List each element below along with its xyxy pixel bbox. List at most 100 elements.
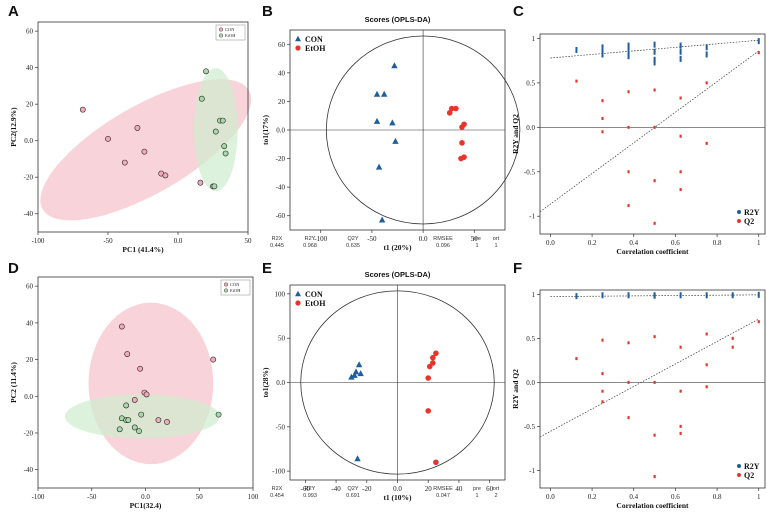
stats-header: ort	[493, 236, 500, 242]
data-point-con	[373, 117, 381, 124]
data-point-q2	[705, 141, 708, 145]
stats-header: R2Y	[305, 486, 316, 492]
y-axis-label: R2Y and Q2	[511, 369, 520, 409]
x-tick-label: 0.0	[174, 237, 183, 245]
x-tick-label: 0.8	[713, 239, 722, 247]
x-tick-label: 0.4	[629, 239, 638, 247]
data-point-q2	[731, 345, 734, 349]
data-point-q2	[627, 90, 630, 94]
data-point-q2	[653, 179, 656, 183]
data-point-etoh	[203, 68, 209, 75]
x-axis-label: PC1 (41.4%)	[122, 245, 164, 254]
y-tick-label: 0.5	[526, 335, 535, 343]
data-point-con	[389, 119, 396, 126]
data-point-etoh	[459, 140, 465, 146]
data-point-con	[355, 361, 363, 368]
data-point-etoh	[211, 183, 218, 190]
data-point-r2y	[575, 293, 578, 300]
x-tick-label: 50	[245, 237, 253, 245]
legend-marker-con	[218, 27, 223, 32]
x-tick-label: -100	[32, 493, 45, 501]
data-point-r2y	[705, 51, 708, 58]
data-point-con	[164, 419, 170, 425]
stats-header: R2X	[272, 486, 283, 492]
y-tick-label: 1	[532, 291, 536, 299]
legend-marker-r2y	[737, 210, 741, 214]
x-tick-label: -60	[301, 485, 311, 493]
data-point-q2	[679, 431, 682, 435]
data-point-q2	[679, 134, 682, 138]
y-tick-label: 0.0	[526, 124, 535, 132]
legend-marker-con	[295, 290, 301, 297]
data-point-con	[375, 163, 383, 170]
plot-frame	[539, 289, 766, 489]
y-tick-label: 60	[26, 283, 34, 291]
legend-box	[215, 24, 246, 41]
legend-label-etoh: EtOH	[225, 33, 236, 38]
data-point-r2y	[653, 59, 656, 66]
panel-label: C	[513, 3, 524, 20]
stats-value: 0.968	[303, 243, 317, 249]
data-point-q2	[627, 380, 630, 384]
data-point-r2y	[679, 48, 682, 55]
data-point-q2	[679, 188, 682, 192]
data-point-con	[162, 172, 169, 179]
data-point-q2	[705, 332, 708, 336]
data-point-q2	[627, 204, 630, 208]
legend-marker-etoh	[295, 45, 301, 51]
data-point-etoh	[459, 124, 465, 130]
panel-B: B Scores (OPLS-DA) -100 -50 0.0 50 -60 -40 -20 0.…	[261, 3, 521, 252]
stats-header: pre	[473, 486, 481, 492]
y-tick-label: 0.5	[526, 79, 535, 87]
data-point-r2y	[731, 292, 734, 299]
y-tick-label: 0.0	[526, 379, 535, 387]
x-tick-label: 0.0	[546, 493, 555, 501]
hotelling-ellipse	[325, 35, 521, 225]
y-tick-label: 50	[278, 335, 286, 343]
data-point-q2	[705, 385, 708, 389]
data-point-q2	[757, 51, 760, 55]
data-point-etoh	[136, 428, 142, 435]
x-tick-label: 0.4	[629, 493, 638, 501]
data-point-q2	[705, 81, 708, 85]
stats-header: R2Y	[305, 236, 316, 242]
data-point-etoh	[448, 105, 455, 112]
data-point-con	[124, 351, 131, 357]
data-point-con	[155, 417, 162, 424]
data-point-r2y	[653, 48, 656, 55]
legend-label-r2y: R2Y	[744, 462, 760, 471]
legend-marker-con	[223, 282, 228, 287]
y-axis-label: R2Y and Q2	[511, 114, 520, 154]
data-point-q2	[679, 345, 682, 349]
y-tick-label: 40	[278, 69, 286, 77]
legend-label-q2: Q2	[744, 217, 754, 226]
data-point-r2y	[705, 44, 708, 51]
x-tick-label: -40	[331, 485, 341, 493]
data-point-etoh	[116, 426, 123, 433]
data-point-con	[197, 179, 204, 186]
x-tick-label: 0.0	[419, 235, 428, 243]
data-point-etoh	[430, 354, 436, 361]
data-point-r2y	[627, 53, 630, 60]
data-point-con	[357, 370, 364, 377]
plot-frame	[539, 33, 766, 235]
data-point-etoh	[433, 459, 439, 466]
legend-label-con: CON	[225, 27, 235, 32]
data-point-con	[105, 135, 111, 142]
legend-label-etoh: EtOH	[230, 288, 241, 293]
data-point-con	[137, 365, 144, 372]
legend-marker-q2	[737, 473, 741, 477]
x-tick-label: -100	[32, 237, 45, 245]
panel-C: C 0.0 0.2 0.4 0.6 0.8 1 -1 -0.5 0.0 0.5 1 Correlatio…	[511, 3, 766, 256]
data-point-q2	[653, 335, 656, 339]
data-point-q2	[653, 221, 656, 225]
y-tick-label: -20	[276, 155, 286, 163]
y-tick-label: -1	[529, 467, 535, 475]
data-point-r2y	[601, 51, 604, 58]
data-point-q2	[705, 363, 708, 367]
data-point-con	[354, 455, 361, 462]
y-tick-label: 0.0	[24, 393, 33, 401]
data-point-etoh	[446, 110, 453, 116]
data-point-etoh	[222, 150, 229, 157]
legend-marker-etoh	[223, 288, 228, 293]
